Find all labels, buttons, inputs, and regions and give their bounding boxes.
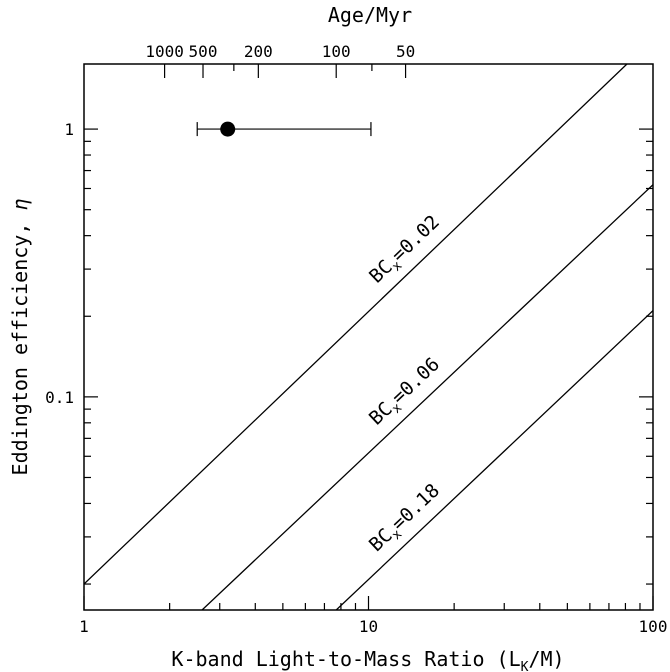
y-axis-label: Eddington efficiency, η — [8, 199, 32, 476]
top-tick-label: 1000 — [145, 42, 184, 61]
series-label-value: =0.18 — [387, 480, 444, 535]
series-lines — [84, 64, 653, 610]
axis-ticks — [83, 64, 654, 610]
top-tick-label: 50 — [396, 42, 415, 61]
x-tick-label: 100 — [639, 617, 668, 636]
top-tick-label: 500 — [189, 42, 218, 61]
top-tick-label: 100 — [322, 42, 351, 61]
series-label: BCx=0.06 — [365, 353, 447, 432]
x-axis-label: K-band Light-to-Mass Ratio (LK/M) — [171, 647, 564, 672]
series-line — [201, 184, 653, 610]
data-point — [220, 121, 236, 137]
y-tick-label: 0.1 — [45, 388, 74, 407]
series-label: BCx=0.18 — [365, 480, 447, 559]
series-label-value: =0.06 — [387, 353, 444, 408]
top-axis-label: Age/Myr — [328, 3, 412, 27]
series-label: BCx=0.02 — [365, 211, 446, 291]
tick-labels: 1000 500 200 100 50 1 10 100 0.1 1 — [45, 42, 667, 636]
y-tick-label: 1 — [64, 120, 74, 139]
series-line — [84, 64, 628, 585]
data-points — [196, 121, 372, 137]
top-tick-label: 200 — [244, 42, 273, 61]
series-line — [335, 310, 653, 610]
x-tick-label: 10 — [359, 617, 378, 636]
series-label-value: =0.02 — [387, 211, 444, 266]
series-labels: BCx=0.02 BCx=0.06 BCx=0.18 — [365, 211, 447, 559]
plot-frame — [83, 63, 654, 611]
x-tick-label: 1 — [79, 617, 89, 636]
